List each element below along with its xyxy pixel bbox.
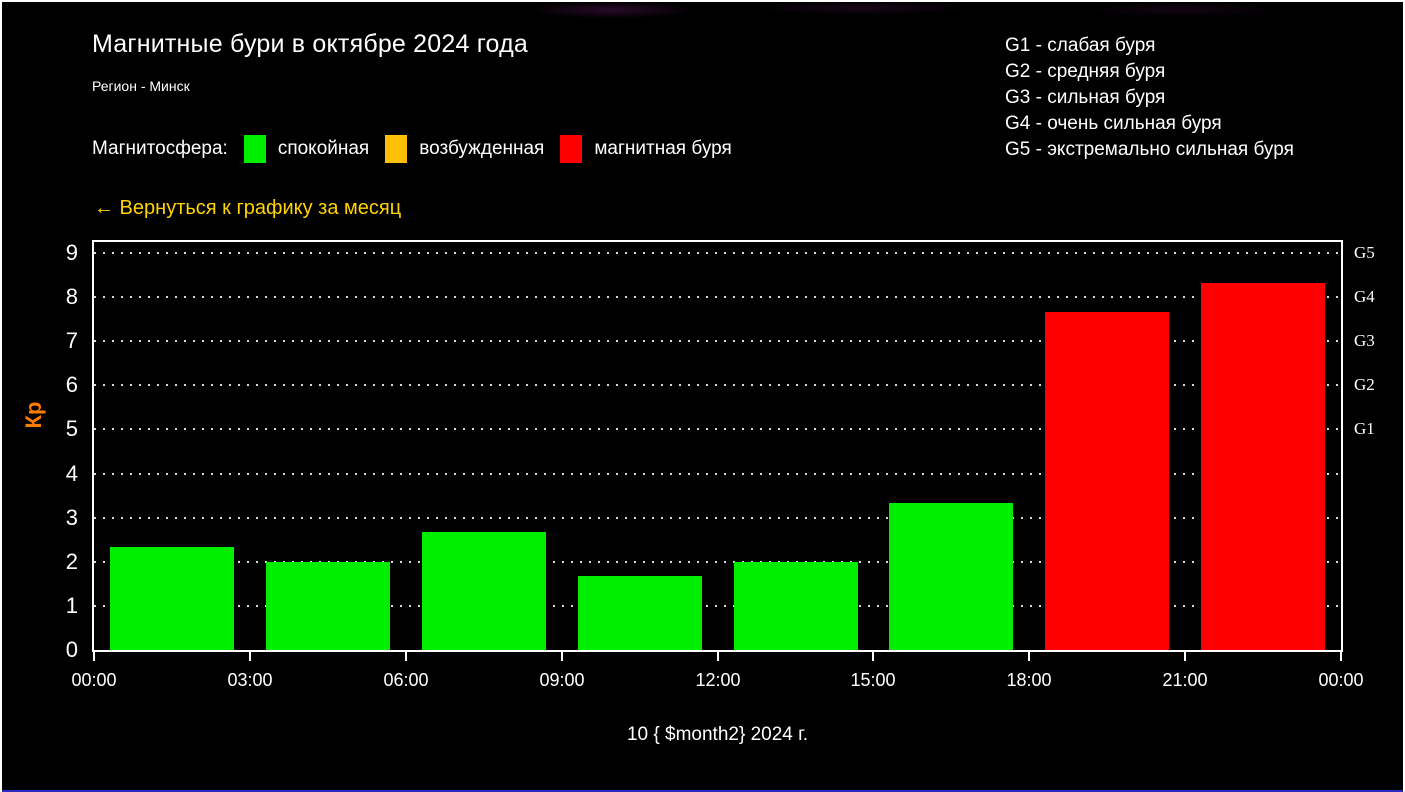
chart-date-caption: 10 { $month2} 2024 г. — [626, 724, 809, 745]
storm-label: магнитная буря — [594, 138, 732, 159]
x-tick-label-09:00: 09:00 — [539, 670, 585, 690]
y-tick-label-4: 4 — [65, 461, 78, 486]
gridline-kp-8 — [94, 296, 1341, 299]
storm-scale-item-g5: G5 - экстремально сильная буря — [1005, 139, 1294, 160]
x-tick-4 — [717, 652, 719, 661]
right-axis-label-g4: G4 — [1354, 287, 1375, 306]
magnetosphere-legend-label: Магнитосфера: — [92, 138, 228, 159]
y-tick-label-6: 6 — [65, 372, 78, 397]
y-tick-label-0: 0 — [65, 637, 78, 662]
storm-color-swatch — [560, 135, 583, 163]
right-axis-label-g1: G1 — [1354, 419, 1375, 438]
x-tick-label-18:00: 18:00 — [1006, 670, 1052, 690]
kp-bar-06:00 — [422, 532, 546, 650]
magnetosphere-legend: Магнитосфера: спокойная возбужденная маг… — [92, 135, 732, 163]
y-tick-label-7: 7 — [65, 328, 78, 353]
background-artifact-glow — [2, 2, 1403, 28]
kp-bar-03:00 — [266, 562, 390, 650]
right-axis-label-g5: G5 — [1354, 243, 1375, 262]
x-tick-1 — [249, 652, 251, 661]
quiet-color-swatch — [243, 135, 266, 163]
kp-bar-chart-plot-area — [92, 240, 1343, 652]
gridline-kp-9 — [94, 252, 1341, 255]
y-tick-label-2: 2 — [65, 549, 78, 574]
x-tick-label-15:00: 15:00 — [850, 670, 896, 690]
bottom-divider-line — [2, 790, 1403, 792]
x-tick-7 — [1184, 652, 1186, 661]
kp-bar-09:00 — [578, 576, 702, 650]
storm-scale-legend: G1 - слабая буря G2 - средняя буря G3 - … — [1005, 33, 1294, 163]
kp-bar-21:00 — [1201, 283, 1325, 650]
y-tick-label-3: 3 — [65, 505, 78, 530]
gridline-kp-5 — [94, 428, 1341, 431]
y-tick-label-8: 8 — [65, 284, 78, 309]
x-tick-label-21:00: 21:00 — [1162, 670, 1208, 690]
gridline-kp-7 — [94, 340, 1341, 343]
x-tick-2 — [405, 652, 407, 661]
page-subtitle: Регион - Минск — [92, 78, 190, 94]
x-tick-5 — [872, 652, 874, 661]
x-tick-label-06:00: 06:00 — [383, 670, 429, 690]
back-to-month-link[interactable]: ← Вернуться к графику за месяц — [94, 197, 402, 219]
x-tick-8 — [1340, 652, 1342, 661]
kp-bar-18:00 — [1045, 312, 1169, 650]
excited-color-swatch — [385, 135, 408, 163]
kp-bar-00:00 — [110, 547, 234, 650]
gridline-kp-2 — [94, 560, 1341, 563]
storm-scale-item-g4: G4 - очень сильная буря — [1005, 113, 1222, 134]
x-tick-6 — [1028, 652, 1030, 661]
gridline-kp-6 — [94, 384, 1341, 387]
kp-bar-15:00 — [889, 503, 1013, 650]
excited-label: возбужденная — [419, 138, 545, 159]
kp-bar-12:00 — [734, 562, 858, 650]
x-tick-label-03:00: 03:00 — [227, 670, 273, 690]
x-tick-label-00:00: 00:00 — [71, 670, 117, 690]
x-tick-label-12:00: 12:00 — [695, 670, 741, 690]
quiet-label: спокойная — [277, 138, 370, 159]
right-axis-label-g3: G3 — [1354, 331, 1375, 350]
storm-scale-item-g2: G2 - средняя буря — [1005, 61, 1166, 82]
y-tick-label-1: 1 — [65, 593, 78, 618]
x-tick-label-00:00: 00:00 — [1318, 670, 1364, 690]
x-tick-0 — [93, 652, 95, 661]
right-axis-label-g2: G2 — [1354, 375, 1375, 394]
gridline-kp-4 — [94, 472, 1341, 475]
storm-scale-item-g1: G1 - слабая буря — [1005, 35, 1156, 56]
page-title: Магнитные бури в октябре 2024 года — [92, 30, 528, 58]
y-tick-label-9: 9 — [65, 240, 78, 265]
gridline-kp-3 — [94, 516, 1341, 519]
x-tick-3 — [561, 652, 563, 661]
gridline-kp-1 — [94, 604, 1341, 607]
y-tick-label-5: 5 — [65, 416, 78, 441]
storm-scale-item-g3: G3 - сильная буря — [1005, 87, 1166, 108]
